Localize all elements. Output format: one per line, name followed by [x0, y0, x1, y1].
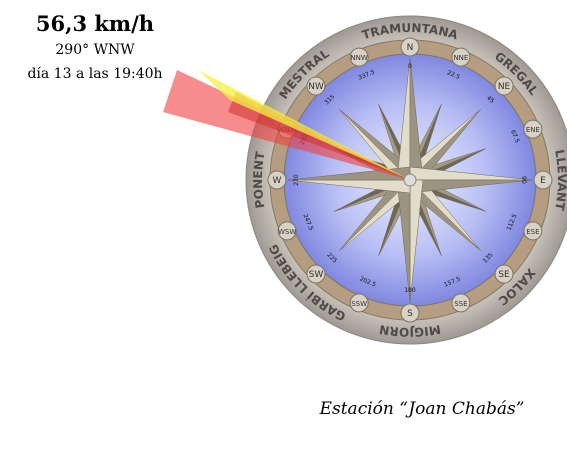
page: TRAMUNTANAGREGALLLEVANTXALOCMIGJORNGARBÍ…: [0, 0, 567, 449]
degree-label: 90: [520, 176, 527, 184]
hub: [404, 174, 416, 186]
point-label: NNW: [350, 54, 367, 62]
station-name: Estación “Joan Chabás”: [319, 399, 525, 419]
point-label: SSE: [454, 300, 467, 308]
point-label: SSW: [351, 300, 367, 308]
wind-direction: 290° WNW: [55, 42, 135, 58]
point-label: ENE: [526, 126, 540, 134]
point-label: S: [407, 309, 413, 319]
reading-time: día 13 a las 19:40h: [27, 66, 162, 82]
point-label: SE: [498, 270, 510, 280]
point-label: NW: [308, 82, 324, 92]
point-label: N: [407, 43, 414, 53]
degree-label: 270: [293, 174, 300, 186]
point-label: ESE: [526, 228, 539, 236]
point-label: NNE: [453, 54, 468, 62]
point-label: E: [540, 176, 546, 186]
degree-label: 0: [408, 63, 412, 70]
point-label: WSW: [278, 228, 296, 236]
wind-speed: 56,3 km/h: [36, 11, 154, 36]
point-label: NE: [498, 82, 511, 92]
point-label: SW: [309, 270, 324, 280]
degree-label: 180: [404, 287, 416, 294]
point-label: W: [273, 176, 282, 186]
